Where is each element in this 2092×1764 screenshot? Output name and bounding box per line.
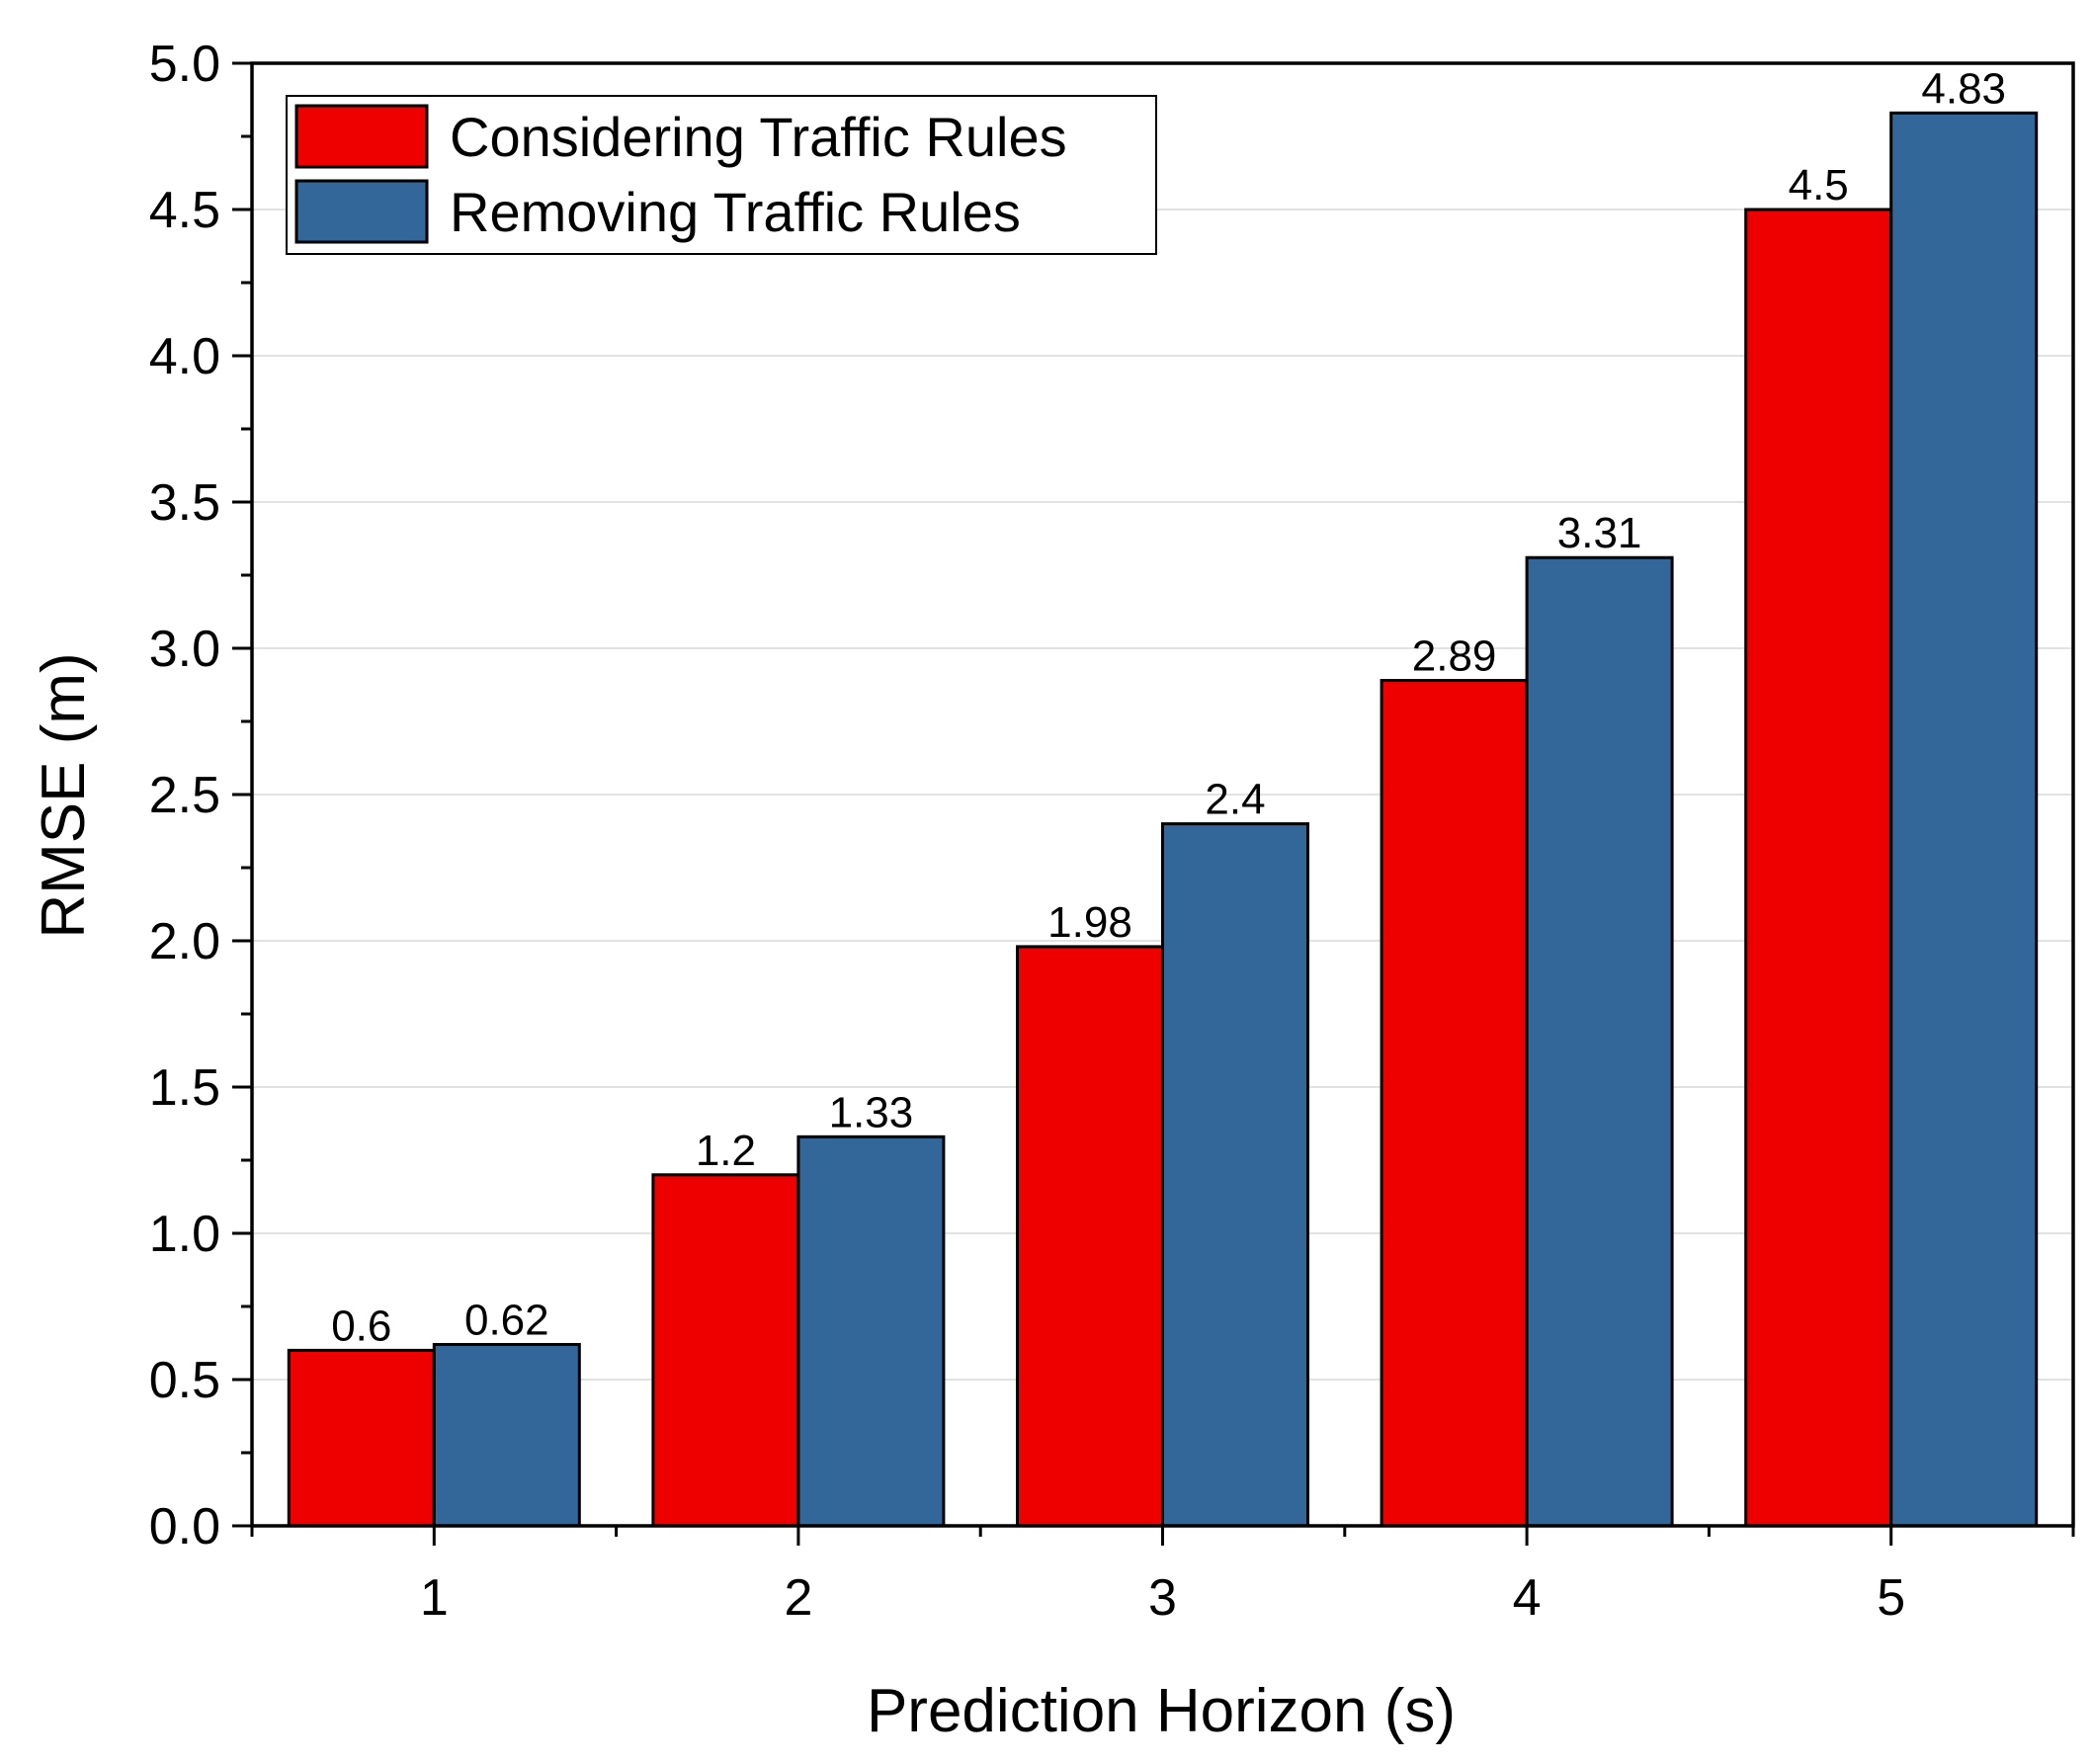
data-label: 1.33 bbox=[829, 1088, 914, 1136]
data-label: 4.5 bbox=[1789, 161, 1849, 210]
legend-label-considering: Considering Traffic Rules bbox=[450, 106, 1067, 168]
legend-box bbox=[286, 95, 1157, 255]
x-tick-label: 1 bbox=[420, 1569, 449, 1627]
x-tick-label: 5 bbox=[1877, 1569, 1905, 1627]
plot-frame bbox=[250, 61, 2075, 1528]
bar-considering bbox=[1744, 208, 1893, 1528]
y-tick-label: 0.0 bbox=[149, 1498, 220, 1555]
bar-considering bbox=[287, 1348, 436, 1528]
y-tick-label: 2.0 bbox=[149, 913, 220, 970]
bar-removing bbox=[432, 1342, 581, 1528]
y-tick-label: 3.0 bbox=[149, 621, 220, 678]
bar-considering bbox=[1380, 679, 1529, 1528]
x-tick-label: 4 bbox=[1513, 1569, 1542, 1627]
data-label: 0.62 bbox=[464, 1296, 549, 1344]
x-tick-label: 3 bbox=[1148, 1569, 1177, 1627]
bars bbox=[287, 111, 2039, 1528]
y-axis-title: RMSE (m) bbox=[30, 652, 98, 938]
data-label: 1.2 bbox=[696, 1127, 756, 1175]
legend-label-removing: Removing Traffic Rules bbox=[450, 181, 1021, 243]
y-tick-label: 4.5 bbox=[149, 182, 220, 239]
bar-removing bbox=[1889, 111, 2039, 1528]
bar-removing bbox=[796, 1134, 946, 1528]
y-tick-label: 3.5 bbox=[149, 474, 220, 532]
x-tick-label: 2 bbox=[784, 1569, 812, 1627]
y-tick-label: 1.0 bbox=[149, 1206, 220, 1263]
y-tick-label: 1.5 bbox=[149, 1059, 220, 1117]
legend-swatch-considering bbox=[294, 104, 429, 169]
bar-removing bbox=[1161, 822, 1309, 1528]
data-label: 4.83 bbox=[1921, 64, 2006, 113]
y-tick-label: 4.0 bbox=[149, 328, 220, 385]
bar-considering bbox=[651, 1173, 800, 1528]
data-label: 0.6 bbox=[331, 1302, 391, 1350]
axes: 0.0 0.5 1.0 1.5 2.0 2.5 3.0 3.5 4.0 4.5 5.0 1 2 3 4 5 bbox=[149, 36, 2075, 1627]
y-tick-label: 5.0 bbox=[149, 36, 220, 93]
legend: Considering Traffic Rules Removing Traff… bbox=[286, 95, 1157, 255]
bar-considering bbox=[1016, 945, 1164, 1528]
data-label: 2.89 bbox=[1412, 632, 1497, 681]
legend-swatch-removing bbox=[294, 179, 429, 244]
x-axis-title: Prediction Horizon (s) bbox=[867, 1677, 1456, 1745]
data-labels: 0.6 0.62 1.2 1.33 1.98 2.4 2.89 3.31 4.5 4.83 bbox=[331, 64, 2006, 1350]
data-label: 2.4 bbox=[1205, 776, 1265, 824]
y-tick-label: 2.5 bbox=[149, 767, 220, 824]
data-label: 1.98 bbox=[1047, 898, 1132, 947]
bar-removing bbox=[1525, 555, 1674, 1528]
y-tick-label: 0.5 bbox=[149, 1352, 220, 1409]
data-label: 3.31 bbox=[1557, 509, 1642, 557]
